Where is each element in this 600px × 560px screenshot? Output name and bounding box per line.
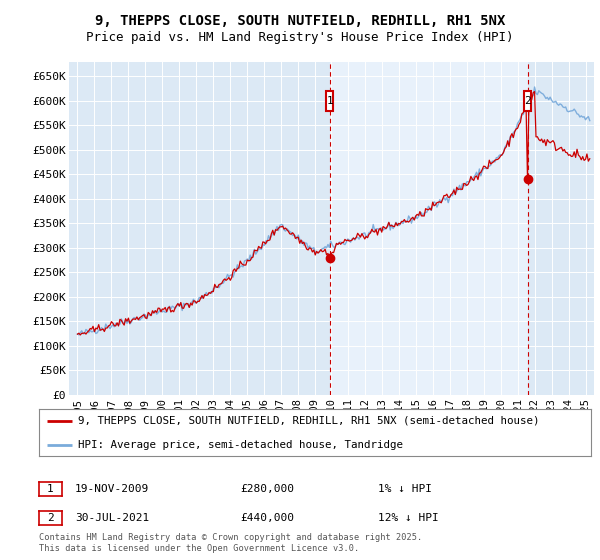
Text: £280,000: £280,000 (240, 484, 294, 494)
Text: 9, THEPPS CLOSE, SOUTH NUTFIELD, REDHILL, RH1 5NX: 9, THEPPS CLOSE, SOUTH NUTFIELD, REDHILL… (95, 14, 505, 28)
Text: 19-NOV-2009: 19-NOV-2009 (75, 484, 149, 494)
Text: 1: 1 (47, 484, 54, 493)
Bar (330, 62, 527, 395)
Bar (524, 91, 531, 111)
Text: 2: 2 (47, 513, 54, 522)
Text: 30-JUL-2021: 30-JUL-2021 (75, 513, 149, 523)
Text: HPI: Average price, semi-detached house, Tandridge: HPI: Average price, semi-detached house,… (77, 440, 403, 450)
Text: 9, THEPPS CLOSE, SOUTH NUTFIELD, REDHILL, RH1 5NX (semi-detached house): 9, THEPPS CLOSE, SOUTH NUTFIELD, REDHILL… (77, 416, 539, 426)
Text: Price paid vs. HM Land Registry's House Price Index (HPI): Price paid vs. HM Land Registry's House … (86, 31, 514, 44)
Text: 1: 1 (326, 96, 333, 106)
Bar (326, 91, 333, 111)
Text: 12% ↓ HPI: 12% ↓ HPI (378, 513, 439, 523)
Text: Contains HM Land Registry data © Crown copyright and database right 2025.
This d: Contains HM Land Registry data © Crown c… (39, 533, 422, 553)
Text: £440,000: £440,000 (240, 513, 294, 523)
Text: 1% ↓ HPI: 1% ↓ HPI (378, 484, 432, 494)
Text: 2: 2 (524, 96, 531, 106)
